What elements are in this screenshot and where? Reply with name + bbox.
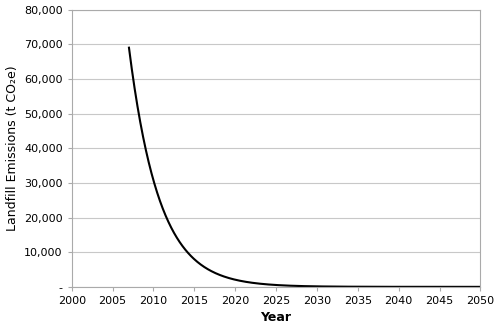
Y-axis label: Landfill Emissions (t CO₂e): Landfill Emissions (t CO₂e)	[6, 65, 18, 231]
X-axis label: Year: Year	[260, 312, 292, 324]
